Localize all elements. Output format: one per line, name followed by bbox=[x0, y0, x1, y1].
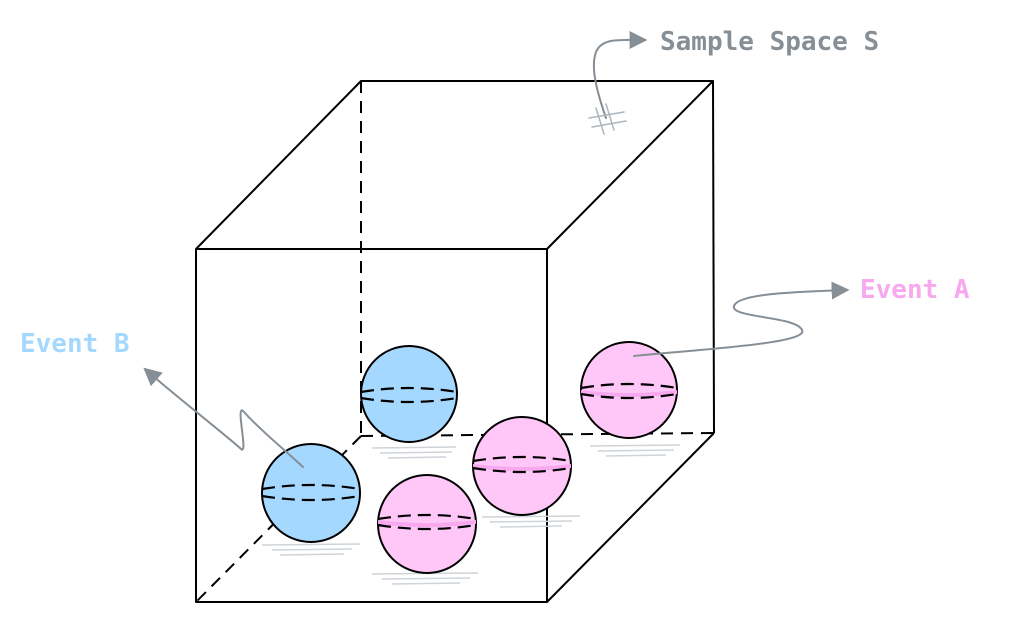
event-a-arrow bbox=[633, 281, 850, 357]
event-b-ball bbox=[360, 345, 458, 443]
event-a-label: Event A bbox=[860, 275, 970, 305]
event-b-ball bbox=[261, 443, 361, 543]
event-a-ball bbox=[377, 474, 477, 574]
event-b-arrow bbox=[143, 367, 304, 468]
cube-top-face bbox=[195, 80, 714, 250]
cube-right-back-edge bbox=[712, 80, 715, 434]
sample-space-label: Sample Space S bbox=[660, 27, 879, 57]
cube-right-bottom-edge bbox=[546, 432, 715, 603]
event-a-ball bbox=[580, 341, 678, 439]
event-a-ball bbox=[472, 416, 572, 516]
event-b-label: Event B bbox=[20, 329, 130, 359]
sample-space-arrow bbox=[588, 30, 648, 135]
sample-space-cube bbox=[195, 80, 715, 603]
